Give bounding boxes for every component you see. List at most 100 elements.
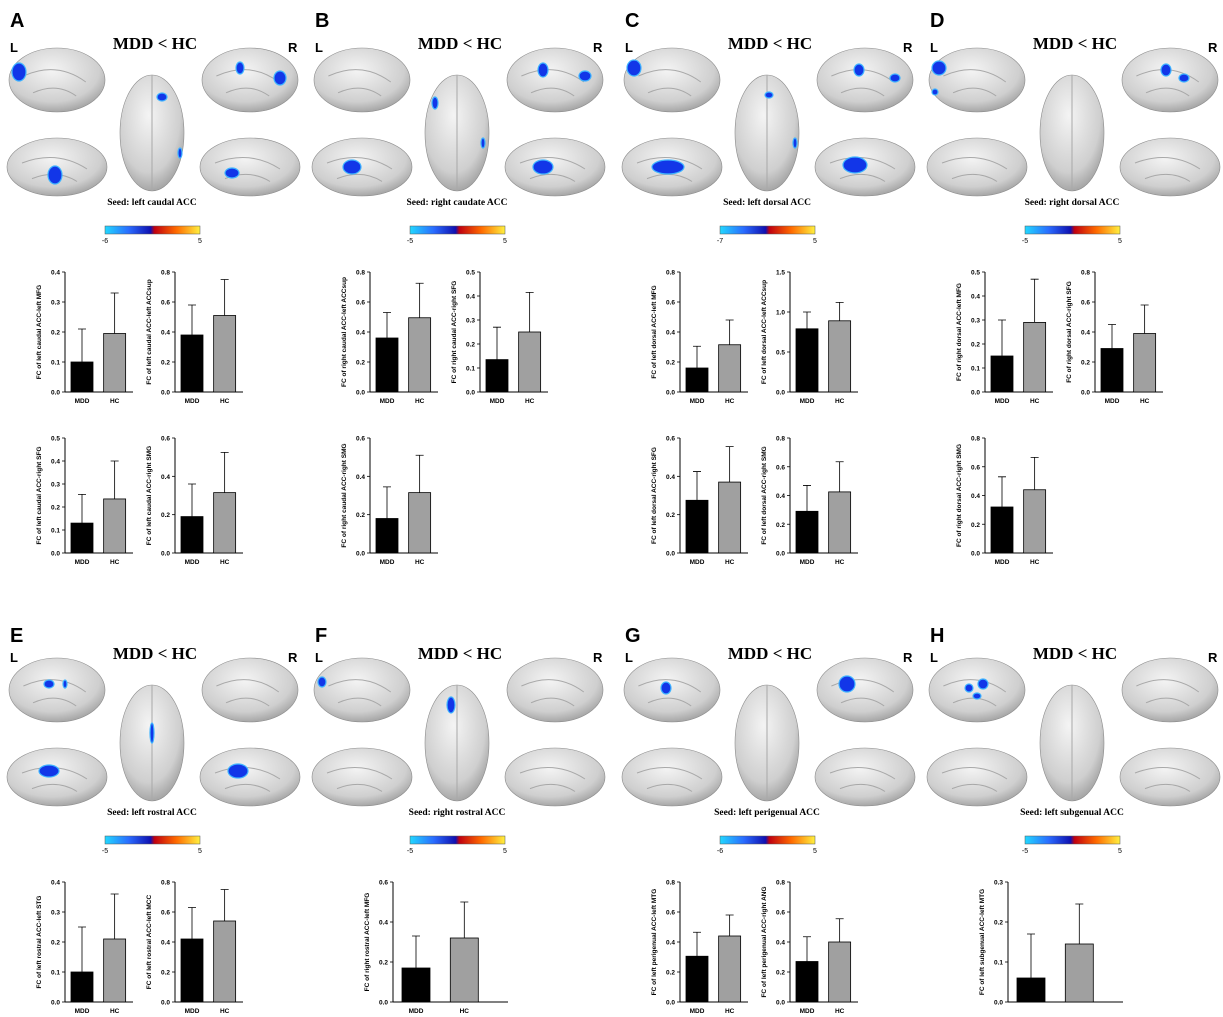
x-tick-label: HC [725,398,735,405]
error-bar [693,932,701,956]
y-tick-label: 0.2 [666,360,675,367]
bar [181,939,203,1002]
y-axis-label: FC of left perigenual ACC-left MTG [651,889,658,996]
bar [409,493,431,553]
error-bar [221,452,229,492]
x-tick-label: HC [1140,398,1150,405]
activation-blob [39,765,59,777]
y-tick-label: 0.3 [51,482,60,489]
y-tick-label: 0.0 [51,551,60,558]
y-tick-label: 0.8 [161,880,170,887]
bar [719,936,741,1002]
x-tick-label: MDD [380,398,395,405]
x-tick-label: MDD [185,1008,200,1015]
y-axis-label: FC of left dorsal ACC-left ACCsup [761,280,768,384]
x-tick-label: MDD [185,398,200,405]
bar [829,942,851,1002]
y-tick-label: 0.6 [776,910,785,917]
y-tick-label: 0.4 [51,459,60,466]
bar [376,338,398,392]
panel-letter: C [625,10,639,32]
error-bar [803,937,811,962]
error-bar [1031,457,1039,489]
x-tick-label: HC [1030,398,1040,405]
y-tick-label: 0.3 [466,318,475,325]
y-tick-label: 0.0 [161,1000,170,1007]
y-tick-label: 0.8 [356,270,365,277]
bar [450,938,478,1002]
bar [71,972,93,1002]
error-bar [803,312,811,329]
y-tick-label: 0.0 [356,551,365,558]
activation-blob [978,679,988,689]
x-tick-label: HC [835,559,845,566]
activation-blob [12,63,26,81]
y-tick-label: 0.3 [971,318,980,325]
y-tick-label: 0.2 [971,342,980,349]
bar [719,345,741,392]
y-tick-label: 0.0 [971,551,980,558]
error-bar [998,477,1006,507]
error-bar [188,484,196,517]
activation-blob [48,166,62,184]
y-tick-label: 0.1 [466,366,475,373]
hemisphere-right: R [593,40,603,55]
x-tick-label: HC [1030,559,1040,566]
colorbar-tick-label: 5 [198,238,202,245]
y-tick-label: 0.0 [51,1000,60,1007]
error-bar [111,293,119,334]
bar [991,356,1013,392]
bar [181,517,203,553]
x-tick-label: MDD [1105,398,1120,405]
error-bar [188,305,196,335]
y-axis-label: FC of right caudal ACC-right SFG [451,281,458,384]
bar [71,362,93,392]
bar [181,335,203,392]
bar [829,321,851,392]
x-tick-label: HC [110,398,120,405]
colorbar [720,226,815,234]
brain-view [815,748,915,806]
x-tick-label: HC [415,398,425,405]
brain-view [7,748,107,806]
hemisphere-left: L [315,40,323,55]
bar [519,332,541,392]
y-axis-label: FC of right dorsal ACC-right SMG [956,444,963,547]
contrast-title: MDD < HC [728,34,812,53]
y-axis-label: FC of left caudal ACC-right SFG [36,447,43,545]
y-tick-label: 0.0 [666,1000,675,1007]
error-bar [221,890,229,922]
colorbar-tick-label: 5 [503,848,507,855]
error-bar [460,902,468,938]
error-bar [726,447,734,482]
error-bar [526,292,534,332]
activation-blob [432,97,438,109]
activation-blob [579,71,591,81]
y-tick-label: 0.2 [666,512,675,519]
brain-view [624,48,720,112]
y-tick-label: 0.6 [666,300,675,307]
brain-view [507,658,603,722]
activation-blob [63,680,67,688]
y-tick-label: 0.0 [776,551,785,558]
error-bar [693,472,701,501]
colorbar [720,836,815,844]
colorbar-tick-label: -7 [717,238,723,245]
bar [214,493,236,553]
brain-view [929,48,1025,112]
x-tick-label: HC [725,1008,735,1015]
brain-view [312,748,412,806]
bar [1024,490,1046,553]
y-tick-label: 0.2 [161,512,170,519]
error-bar [412,936,420,968]
y-tick-label: 0.6 [161,436,170,443]
colorbar-tick-label: 5 [503,238,507,245]
y-tick-label: 0.2 [161,360,170,367]
y-tick-label: 0.3 [994,880,1003,887]
y-tick-label: 0.4 [51,880,60,887]
colorbar [1025,836,1120,844]
activation-blob [932,61,946,75]
y-tick-label: 0.6 [666,436,675,443]
y-axis-label: FC of right dorsal ACC-right SFG [1066,281,1073,383]
panel-letter: H [930,625,944,647]
